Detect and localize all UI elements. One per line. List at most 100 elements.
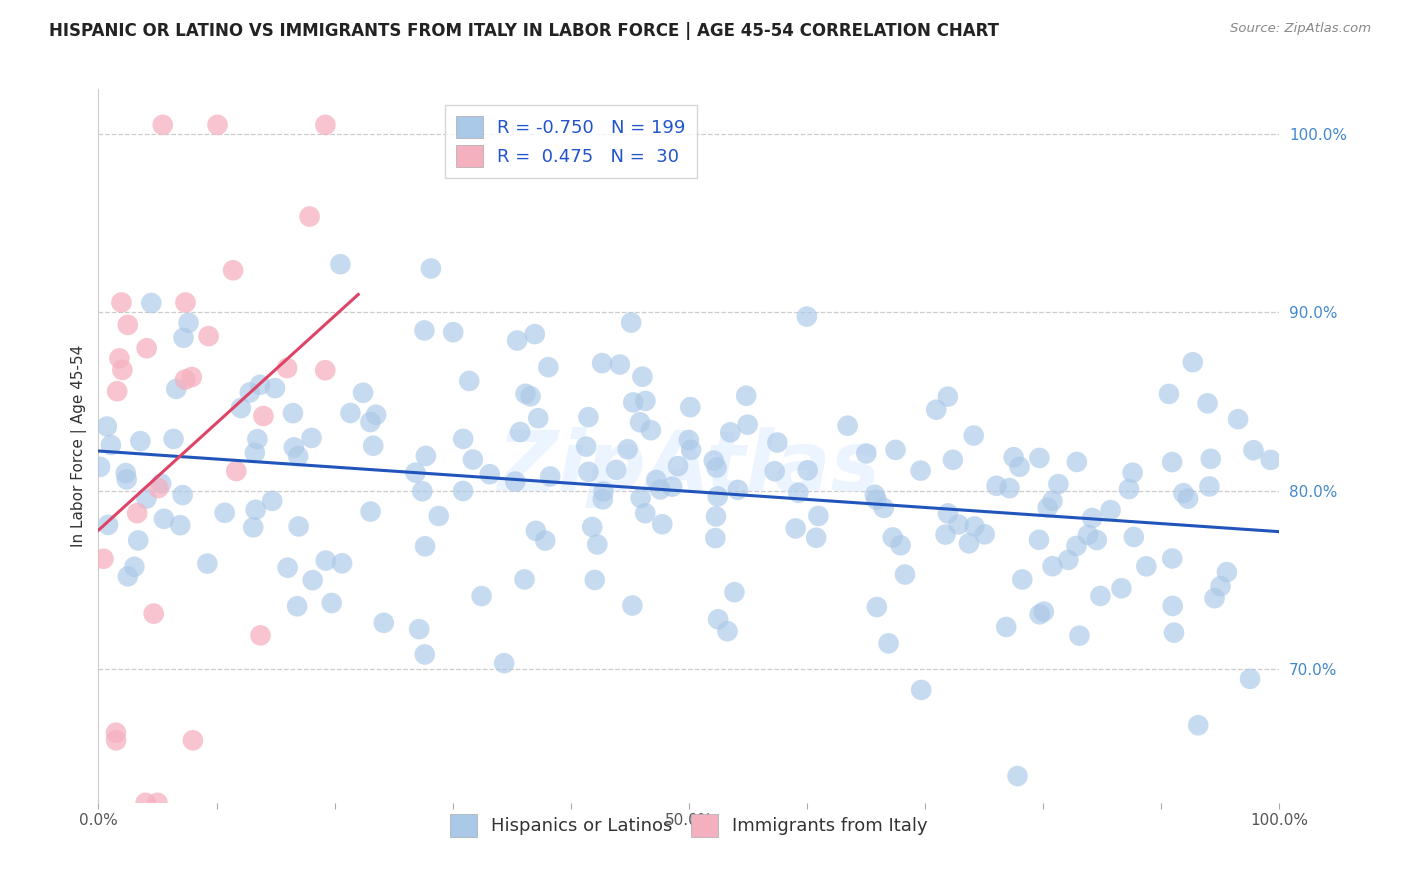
Point <box>197 557 219 571</box>
Text: Source: ZipAtlas.com: Source: ZipAtlas.com <box>1230 22 1371 36</box>
Point <box>404 466 426 480</box>
Point <box>142 607 165 621</box>
Point <box>458 374 481 388</box>
Point <box>314 118 336 132</box>
Point <box>352 385 374 400</box>
Point <box>321 596 343 610</box>
Point <box>1197 396 1219 410</box>
Point <box>1042 559 1064 574</box>
Point <box>628 415 651 429</box>
Point <box>246 432 269 446</box>
Point <box>645 473 668 487</box>
Point <box>249 628 271 642</box>
Point <box>114 466 136 480</box>
Point <box>110 295 132 310</box>
Point <box>621 395 644 409</box>
Point <box>631 369 654 384</box>
Point <box>796 463 818 477</box>
Point <box>207 118 229 132</box>
Point <box>704 509 727 524</box>
Point <box>451 483 474 498</box>
Point <box>513 573 536 587</box>
Point <box>249 377 271 392</box>
Point <box>97 517 120 532</box>
Point <box>283 440 305 454</box>
Point <box>225 464 247 478</box>
Point <box>785 521 807 535</box>
Point <box>519 389 541 403</box>
Point <box>1173 486 1195 500</box>
Point <box>1007 769 1029 783</box>
Point <box>105 384 128 399</box>
Point <box>666 459 689 474</box>
Point <box>169 518 191 533</box>
Point <box>1161 599 1184 613</box>
Point <box>1002 450 1025 465</box>
Point <box>704 531 727 545</box>
Point <box>934 527 956 541</box>
Point <box>1204 591 1226 606</box>
Point <box>523 327 546 342</box>
Point <box>148 481 170 495</box>
Point <box>973 527 995 541</box>
Point <box>1066 455 1088 469</box>
Point <box>877 636 900 650</box>
Point <box>93 551 115 566</box>
Point <box>998 481 1021 495</box>
Point <box>172 488 194 502</box>
Point <box>1111 582 1133 596</box>
Point <box>575 440 598 454</box>
Point <box>360 505 382 519</box>
Point <box>1161 455 1184 469</box>
Point <box>264 381 287 395</box>
Point <box>866 600 889 615</box>
Point <box>96 419 118 434</box>
Point <box>441 325 464 339</box>
Point <box>578 465 600 479</box>
Point <box>837 418 859 433</box>
Point <box>276 361 298 376</box>
Point <box>451 432 474 446</box>
Point <box>865 492 887 507</box>
Point <box>277 560 299 574</box>
Point <box>509 425 531 439</box>
Point <box>229 831 252 846</box>
Point <box>609 358 631 372</box>
Point <box>413 648 436 662</box>
Point <box>986 479 1008 493</box>
Point <box>1181 355 1204 369</box>
Point <box>592 484 614 499</box>
Point <box>174 373 197 387</box>
Point <box>135 796 157 810</box>
Point <box>124 559 146 574</box>
Point <box>287 519 309 533</box>
Point <box>620 316 643 330</box>
Point <box>117 318 139 332</box>
Point <box>165 382 187 396</box>
Point <box>471 589 494 603</box>
Point <box>591 356 613 370</box>
Point <box>1161 551 1184 566</box>
Point <box>117 569 139 583</box>
Point <box>1028 607 1050 622</box>
Point <box>787 485 810 500</box>
Point <box>173 331 195 345</box>
Point <box>1198 479 1220 493</box>
Point <box>1008 459 1031 474</box>
Point <box>242 520 264 534</box>
Point <box>197 329 219 343</box>
Point <box>361 439 384 453</box>
Point <box>766 435 789 450</box>
Point <box>703 453 725 467</box>
Point <box>287 449 309 463</box>
Point <box>963 428 986 442</box>
Point <box>650 483 672 497</box>
Point <box>586 537 609 551</box>
Point <box>581 520 603 534</box>
Point <box>855 446 877 460</box>
Point <box>1122 530 1144 544</box>
Point <box>222 263 245 277</box>
Point <box>890 538 912 552</box>
Point <box>152 118 174 132</box>
Point <box>1085 533 1108 547</box>
